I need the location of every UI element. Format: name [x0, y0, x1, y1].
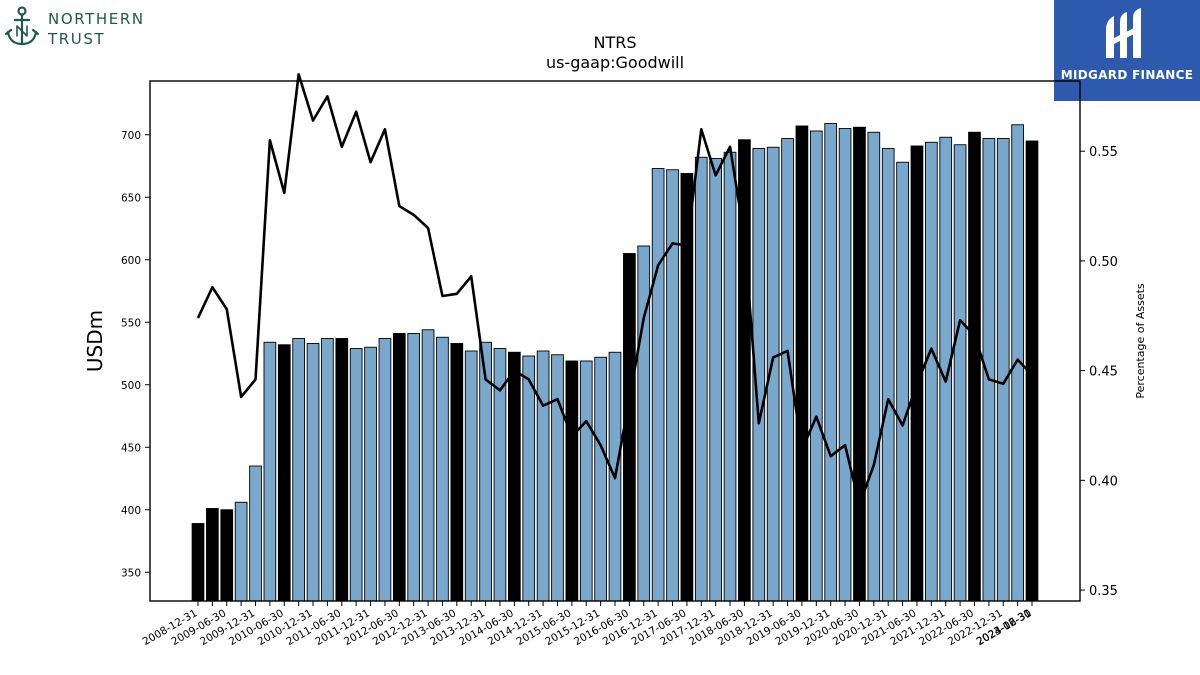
bar [853, 126, 866, 602]
bar [191, 523, 205, 602]
bar [795, 125, 809, 602]
bar [651, 168, 665, 602]
bar [335, 338, 349, 602]
anchor-icon [4, 6, 40, 46]
bar [925, 141, 938, 602]
bar [867, 131, 881, 602]
bar [349, 348, 363, 602]
bar [565, 360, 579, 602]
midgard-emblem-icon [1106, 8, 1141, 58]
bar [508, 351, 521, 602]
bar [953, 144, 967, 602]
y-tick-label: 500 [121, 380, 141, 392]
bar [579, 360, 593, 602]
y2-tick-label: 0.55 [1089, 145, 1118, 160]
y-tick-label: 550 [121, 317, 141, 329]
bar [694, 156, 708, 602]
bar [809, 130, 823, 602]
bar [666, 169, 679, 602]
bar [781, 138, 794, 602]
y-tick-label: 600 [121, 255, 141, 267]
chart-title: NTRS [593, 33, 636, 52]
y-tick-label: 700 [121, 130, 141, 142]
logo-text-line1: NORTHERN [48, 10, 145, 28]
y2-tick-label: 0.35 [1089, 584, 1118, 599]
bar [450, 343, 464, 602]
bar [421, 329, 435, 602]
bar [536, 350, 550, 602]
bar [594, 356, 607, 602]
bar [378, 338, 392, 602]
y2-tick-label: 0.50 [1089, 255, 1118, 270]
bar [996, 138, 1010, 602]
chart-subtitle: us-gaap:Goodwill [546, 53, 684, 72]
percentage-of-assets-line [196, 73, 1033, 506]
y-tick-label: 350 [121, 567, 141, 579]
bar [277, 344, 291, 602]
bar [968, 131, 981, 602]
bar [407, 333, 421, 602]
bar [306, 343, 320, 602]
bar [392, 333, 406, 602]
bar [436, 336, 449, 602]
y2-tick-label: 0.45 [1089, 365, 1118, 380]
right-y-axis-label: Percentage of Assets [1134, 283, 1147, 399]
bar-series [191, 123, 1039, 602]
bar [838, 128, 852, 602]
left-y-axis: 350 400 450 500 550 600 650 700 [121, 130, 150, 579]
bar [551, 354, 564, 602]
bar [709, 158, 723, 602]
bar [263, 341, 277, 602]
bar [206, 508, 219, 602]
bar [220, 509, 234, 602]
bar [896, 161, 909, 602]
bar [723, 151, 737, 602]
northern-trust-logo: NORTHERN TRUST [4, 4, 154, 50]
bar [234, 501, 248, 602]
midgard-finance-logo: MIDGARD FINANCE [1054, 0, 1200, 101]
y-axis-label: USDm [83, 310, 107, 372]
right-y-axis: 0.35 0.40 0.45 0.50 0.55 [1080, 145, 1118, 599]
bar [321, 338, 334, 602]
y-tick-label: 450 [121, 442, 141, 454]
bar [881, 148, 895, 602]
logo-text-line2: TRUST [48, 30, 106, 48]
y-tick-label: 650 [121, 192, 141, 204]
bar [522, 355, 536, 602]
bar [364, 346, 377, 602]
midgard-finance-text: MIDGARD FINANCE [1060, 68, 1194, 82]
y2-tick-label: 0.40 [1089, 474, 1118, 489]
y-tick-label: 400 [121, 505, 141, 517]
x-axis: 2008-12-312009-06-302009-12-312010-06-30… [141, 601, 1034, 648]
bar [249, 465, 262, 602]
bar [292, 338, 306, 602]
bar [824, 123, 838, 602]
bar [464, 350, 478, 602]
